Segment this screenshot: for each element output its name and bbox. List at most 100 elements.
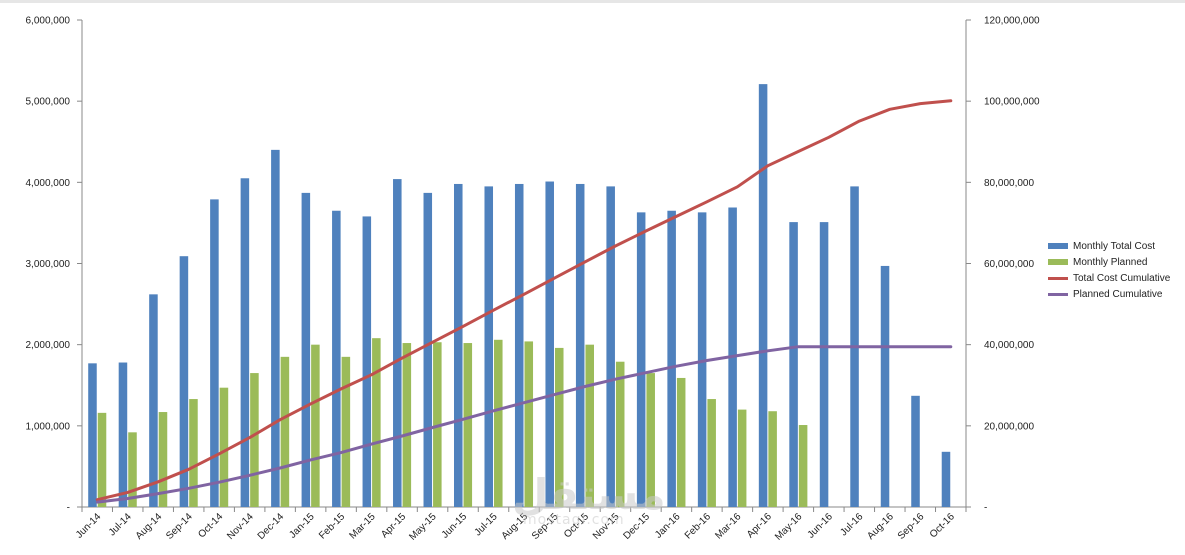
bar-monthly-planned [737,409,747,507]
y-right-tick-label: 20,000,000 [984,421,1034,432]
line-total-cost-cumulative [95,99,953,502]
y-left-tick-label: 4,000,000 [26,178,71,189]
x-tick-label: May-16 [773,511,805,543]
chart-legend: Monthly Total Cost Monthly Planned Total… [1048,238,1170,302]
legend-label: Monthly Total Cost [1073,240,1156,252]
y-left-tick-label: 5,000,000 [26,97,71,108]
legend-swatch [1048,292,1068,296]
bar-monthly-total-cost [514,183,524,507]
line-planned-cumulative [95,345,953,504]
x-tick-label: Feb-16 [683,511,713,541]
y-left-tick-label: 1,000,000 [26,421,71,432]
x-tick-label: Feb-15 [317,511,347,541]
x-tick-label: Jul-14 [107,511,134,538]
bar-monthly-planned [402,343,412,507]
bar-monthly-planned [97,412,107,507]
bar-monthly-total-cost [941,451,951,507]
bar-monthly-total-cost [575,183,585,507]
x-tick-label: Jun-16 [806,511,836,541]
bar-monthly-planned [768,411,777,507]
x-tick-label: Apr-15 [379,511,408,540]
x-tick-label: Jun-15 [440,511,470,541]
x-tick-label: Nov-14 [225,511,256,542]
bar-monthly-total-cost [484,186,494,507]
bar-monthly-total-cost [758,84,768,507]
y-left-tick-label: 6,000,000 [26,16,71,27]
bar-monthly-planned [798,425,808,507]
y-right-tick-label: 100,000,000 [984,97,1040,108]
bar-monthly-planned [189,399,198,507]
sheet-edge [0,0,1185,3]
bar-monthly-planned [646,373,655,507]
y-left-tick-label: 3,000,000 [26,259,71,270]
bar-monthly-total-cost [789,222,798,508]
bar-monthly-total-cost [819,222,829,508]
x-tick-label: May-15 [407,511,439,543]
bar-monthly-total-cost [210,199,219,507]
x-tick-label: Jul-16 [838,511,865,538]
bar-monthly-total-cost [301,192,311,507]
bar-monthly-total-cost [179,256,189,507]
bar-monthly-total-cost [453,183,463,507]
legend-item-total-cost-cumulative: Total Cost Cumulative [1048,270,1170,286]
x-tick-label: Apr-16 [745,511,774,540]
x-tick-label: Mar-16 [713,511,743,541]
bar-monthly-planned [280,356,290,507]
bar-monthly-planned [219,387,229,507]
x-tick-label: Oct-16 [928,511,957,540]
x-tick-label: Jul-15 [473,511,500,538]
bar-monthly-total-cost [118,362,128,507]
legend-swatch [1048,276,1068,280]
x-tick-label: Oct-14 [196,511,225,540]
x-tick-label: Mar-15 [348,511,378,541]
bar-monthly-total-cost [911,395,920,507]
legend-item-planned-cumulative: Planned Cumulative [1048,286,1170,302]
bar-monthly-total-cost [362,216,372,507]
y-right-tick-label: - [984,503,987,514]
legend-swatch [1048,243,1068,249]
bar-monthly-total-cost [240,178,250,507]
bar-monthly-planned [615,361,625,507]
bar-monthly-planned [372,338,381,507]
bar-monthly-planned [676,377,686,507]
bar-monthly-total-cost [606,186,615,507]
bar-monthly-planned [554,347,564,507]
legend-label: Monthly Planned [1073,256,1148,268]
y-left-tick-label: - [67,503,70,514]
bar-monthly-total-cost [393,179,402,507]
bar-monthly-total-cost [880,265,890,507]
legend-item-monthly-planned: Monthly Planned [1048,254,1170,270]
x-tick-label: Aug-14 [134,511,165,542]
bar-monthly-planned [128,432,137,507]
watermark-text: mostaql.com [523,512,625,528]
legend-swatch [1048,259,1068,265]
y-left-tick-label: 2,000,000 [26,340,71,351]
x-tick-label: Jun-14 [74,511,104,541]
x-tick-label: Jan-15 [287,511,317,541]
bar-monthly-total-cost [697,212,707,508]
x-tick-label: Sep-14 [164,511,195,542]
bar-monthly-planned [433,342,442,507]
legend-label: Total Cost Cumulative [1073,272,1171,284]
bar-monthly-total-cost [636,212,646,508]
y-right-tick-label: 60,000,000 [984,259,1034,270]
bar-monthly-planned [585,344,595,507]
bar-monthly-total-cost [545,181,554,507]
x-tick-label: Aug-16 [865,511,896,542]
bar-monthly-total-cost [423,192,433,507]
bar-monthly-total-cost [271,149,280,507]
x-tick-label: Dec-14 [256,511,287,542]
legend-item-monthly-total-cost: Monthly Total Cost [1048,238,1170,254]
bar-monthly-planned [463,343,473,507]
bar-monthly-planned [707,399,716,507]
bar-monthly-total-cost [149,294,158,507]
y-right-tick-label: 40,000,000 [984,340,1034,351]
x-tick-label: Sep-16 [896,511,927,542]
bar-monthly-planned [311,344,320,507]
watermark-logo: مستقل [512,470,666,519]
bar-monthly-total-cost [667,210,676,507]
bar-monthly-total-cost [332,210,341,507]
bar-monthly-planned [494,339,503,507]
